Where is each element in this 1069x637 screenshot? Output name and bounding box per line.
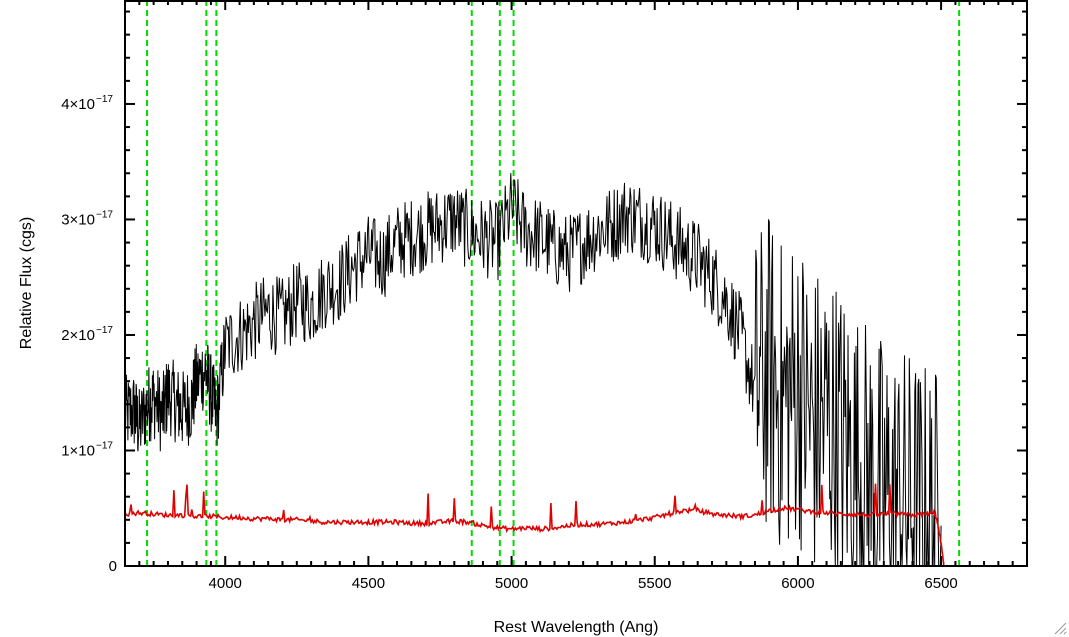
model-line xyxy=(124,483,1027,567)
plot-frame xyxy=(124,0,1028,567)
x-tick-label: 5500 xyxy=(638,575,671,592)
x-tick-label: 4000 xyxy=(209,575,242,592)
y-axis-title: Relative Flux (cgs) xyxy=(18,217,35,349)
y-tick-label: 3×10 xyxy=(61,211,95,228)
y-tick-label: 0 xyxy=(109,558,117,575)
x-tick-label: 6500 xyxy=(924,575,957,592)
y-tick-exponent: −17 xyxy=(96,94,113,105)
x-tick-label: 6000 xyxy=(781,575,814,592)
y-tick-exponent: −17 xyxy=(96,440,113,451)
y-tick-exponent: −17 xyxy=(96,209,113,220)
y-tick-exponent: −17 xyxy=(96,325,113,336)
y-tick-label: 1×10 xyxy=(61,442,95,459)
x-axis-title: Rest Wavelength (Ang) xyxy=(494,619,659,636)
axis-ticks xyxy=(124,0,1028,567)
x-tick-label: 4500 xyxy=(352,575,385,592)
y-tick-label: 4×10 xyxy=(61,96,95,113)
y-tick-label: 2×10 xyxy=(61,327,95,344)
spectrum-line xyxy=(124,173,942,567)
resize-grip-icon[interactable] xyxy=(1053,621,1067,635)
x-tick-label: 5000 xyxy=(495,575,528,592)
reference-lines xyxy=(146,0,961,566)
series-layer xyxy=(124,173,1027,567)
